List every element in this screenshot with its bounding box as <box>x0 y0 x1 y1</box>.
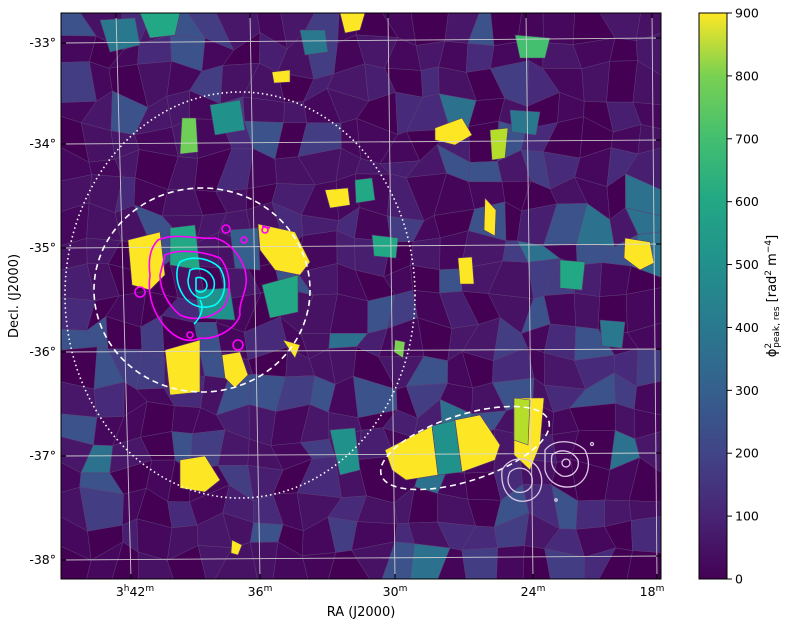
voronoi-cell <box>626 550 661 579</box>
y-tick-label: -38° <box>29 552 56 567</box>
voronoi-cell <box>197 545 233 579</box>
voronoi-cell <box>606 60 638 103</box>
colorbar-tick-label: 200 <box>735 446 759 461</box>
voronoi-cell <box>79 486 124 532</box>
x-tick-label: 30m <box>383 584 408 599</box>
region-dashed-ellipse-right <box>379 405 551 491</box>
colorbar-title: ϕ2peak, res [rad2 m−4] <box>764 235 782 357</box>
voronoi-cell <box>522 545 551 579</box>
x-axis: 3h42m 36m 30m 24m 18m RA (J2000) <box>115 13 665 620</box>
x-tick-label: 3h42m <box>116 584 154 599</box>
voronoi-cell <box>628 500 661 521</box>
colorbar-tick-label: 900 <box>735 6 759 21</box>
y-tick-label: -36° <box>29 344 56 359</box>
colorbar-gradient <box>698 12 728 580</box>
x-axis-title: RA (J2000) <box>327 605 396 620</box>
voronoi-cell <box>249 522 284 543</box>
coordinate-grid <box>61 13 661 579</box>
voronoi-cell <box>637 124 661 155</box>
bright-cells <box>99 13 655 556</box>
voronoi-cell <box>581 60 611 103</box>
voronoi-cell <box>351 541 396 579</box>
voronoi-cell <box>625 173 661 217</box>
voronoi-cell <box>465 43 495 73</box>
voronoi-cell <box>627 322 661 352</box>
y-tick-label: -35° <box>29 240 56 255</box>
colorbar-ticks: 0 100 200 300 400 500 600 700 800 900 <box>727 6 759 587</box>
voronoi-cell <box>86 541 124 579</box>
voronoi-cell <box>628 457 661 503</box>
voronoi-cell <box>599 262 632 297</box>
voronoi-cell <box>634 431 661 473</box>
voronoi-cell <box>214 542 258 579</box>
y-axis: -33° -34° -35° -36° -37° -38° Decl. (J20… <box>7 35 661 567</box>
voronoi-cell <box>468 161 503 183</box>
voronoi-cell <box>575 499 606 530</box>
voronoi-cell <box>61 546 92 579</box>
y-tick-label: -34° <box>29 136 56 151</box>
voronoi-cell <box>636 348 661 387</box>
voronoi-cell <box>609 37 638 62</box>
voronoi-cell <box>328 550 370 579</box>
voronoi-cell <box>573 293 600 330</box>
voronoi-cell <box>625 265 661 295</box>
y-axis-title: Decl. (J2000) <box>7 254 22 338</box>
voronoi-cell <box>632 60 661 106</box>
colorbar-tick-label: 300 <box>735 383 759 398</box>
voronoi-cell <box>409 543 451 579</box>
colorbar-tick-label: 500 <box>735 257 759 272</box>
region-dashed-circle-left <box>93 187 311 393</box>
plot-frame <box>60 12 662 580</box>
voronoi-cell <box>283 101 308 124</box>
cyan-contours <box>176 257 226 325</box>
voronoi-cell <box>632 101 661 130</box>
voronoi-cell <box>272 541 309 579</box>
y-tick-label: -33° <box>29 35 56 50</box>
voronoi-cell <box>630 516 661 553</box>
voronoi-cell <box>410 264 440 294</box>
voronoi-cell <box>635 33 661 76</box>
region-dotted-circle <box>64 91 416 499</box>
white-contours <box>501 441 595 502</box>
voronoi-cell <box>381 541 415 579</box>
voronoi-cell <box>496 545 525 579</box>
y-tick-label: -37° <box>29 448 56 463</box>
colorbar-tick-label: 800 <box>735 68 759 83</box>
voronoi-cell <box>635 13 661 41</box>
voronoi-cell <box>301 552 337 579</box>
magenta-contours <box>134 224 271 351</box>
colorbar-tick-label: 0 <box>735 572 743 587</box>
x-tick-label: 36m <box>248 584 273 599</box>
voronoi-cell <box>111 541 139 579</box>
voronoi-cell <box>439 268 463 294</box>
voronoi-cell <box>420 66 440 98</box>
region-overlays <box>64 91 551 499</box>
voronoi-cell <box>410 13 449 46</box>
voronoi-cell <box>410 237 441 271</box>
voronoi-cells <box>61 13 661 579</box>
voronoi-cell <box>625 287 661 334</box>
voronoi-cell <box>633 380 661 416</box>
x-tick-label: 18m <box>640 584 665 599</box>
voronoi-cell <box>461 547 498 579</box>
voronoi-cell <box>437 547 467 579</box>
colorbar-tick-label: 600 <box>735 194 759 209</box>
colorbar-tick-label: 700 <box>735 131 759 146</box>
colorbar: 0 100 200 300 400 500 600 700 800 900 ϕ2peak, res… <box>698 6 782 587</box>
plot-area <box>61 13 661 579</box>
voronoi-cell <box>249 541 279 579</box>
voronoi-cell <box>583 547 617 579</box>
x-tick-label: 24m <box>521 584 546 599</box>
voronoi-cell <box>625 207 661 235</box>
voronoi-cell <box>633 408 661 440</box>
voronoi-cell <box>598 547 633 579</box>
colorbar-tick-label: 100 <box>735 509 759 524</box>
voronoi-cell <box>166 545 207 579</box>
voronoi-cell <box>137 551 174 579</box>
colorbar-tick-label: 400 <box>735 320 759 335</box>
